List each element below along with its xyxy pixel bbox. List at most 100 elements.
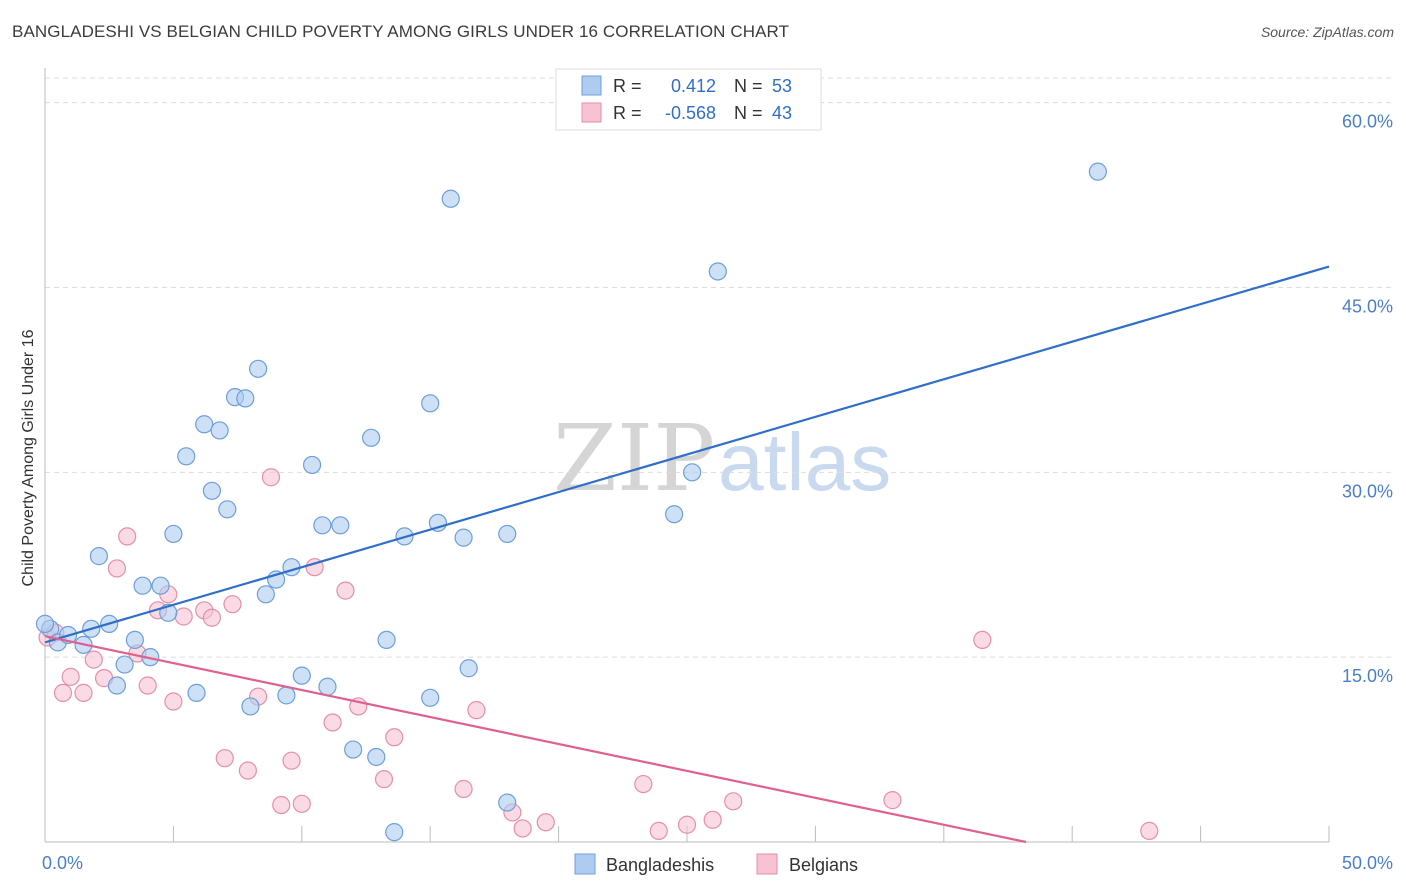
belgians-point-21 <box>261 468 281 487</box>
bangladeshis-point-20 <box>218 500 237 519</box>
bangladeshis-point-37 <box>377 630 396 650</box>
belgians-point-4 <box>74 683 93 702</box>
legend-n-value-2: 43 <box>772 103 792 123</box>
legend-r-value-2: -0.568 <box>665 103 716 123</box>
x-tick-label-min: 0.0% <box>42 853 83 873</box>
bangladeshis-point-49 <box>683 463 702 482</box>
belgians-point-41 <box>883 791 902 810</box>
bangladeshis-point-40 <box>421 394 440 413</box>
legend-swatch-belgians <box>581 102 602 123</box>
belgians-point-37 <box>649 821 668 841</box>
source-credit: Source: ZipAtlas.com <box>1260 24 1394 40</box>
bangladeshis-point-18 <box>202 481 222 500</box>
legend-n-label-1: N = <box>734 76 763 96</box>
belgians-point-18 <box>223 595 242 614</box>
belgians-point-10 <box>138 676 157 695</box>
y-axis-label: Child Poverty Among Girls Under 16 <box>20 329 37 586</box>
belgians-point-43 <box>1140 821 1159 841</box>
belgians-point-14 <box>174 607 193 626</box>
series-belgians <box>38 468 1159 841</box>
belgians-point-26 <box>323 713 342 732</box>
series-bangladeshis <box>35 162 1107 842</box>
bangladeshis-point-14 <box>164 524 183 544</box>
belgians-point-16 <box>202 608 222 627</box>
watermark: ZIP atlas <box>553 405 891 512</box>
bangladeshis-point-19 <box>210 421 229 440</box>
belgians-point-36 <box>634 774 653 794</box>
grid-lines <box>45 77 1393 658</box>
bangladeshis-point-32 <box>318 677 337 696</box>
watermark-atlas: atlas <box>718 417 891 508</box>
legend-r-label-1: R = <box>613 76 642 96</box>
bangladeshis-point-46 <box>498 524 517 544</box>
x-ticks <box>44 826 1330 842</box>
chart-title: BANGLADESHI VS BELGIAN CHILD POVERTY AMO… <box>12 22 790 41</box>
trend-line-bangladeshis <box>44 265 1330 644</box>
belgians-point-22 <box>272 795 291 815</box>
bangladeshis-point-50 <box>708 262 727 281</box>
belgians-point-24 <box>292 794 311 813</box>
belgians-point-34 <box>513 819 532 838</box>
y-tick-label-1: 30.0% <box>1342 481 1393 501</box>
trend-lines <box>44 265 1330 844</box>
belgians-point-29 <box>374 770 394 789</box>
series-legend-label-belgians: Belgians <box>789 855 858 875</box>
bangladeshis-point-28 <box>282 558 301 577</box>
bangladeshis-point-25 <box>256 585 275 604</box>
bangladeshis-point-22 <box>236 389 255 408</box>
bangladeshis-point-10 <box>133 576 152 595</box>
bangladeshis-point-48 <box>665 505 684 524</box>
legend-n-value-1: 53 <box>772 76 792 96</box>
stats-legend: R = 0.412 N = 53 R = -0.568 N = 43 <box>555 68 822 131</box>
bangladeshis-point-5 <box>89 547 109 566</box>
bangladeshis-point-33 <box>331 516 350 535</box>
bangladeshis-point-15 <box>177 447 196 466</box>
belgians-point-19 <box>238 761 257 780</box>
bangladeshis-point-24 <box>249 359 268 378</box>
bangladeshis-point-8 <box>115 655 134 674</box>
belgians-point-3 <box>61 667 80 686</box>
watermark-zip: ZIP <box>553 405 715 512</box>
belgians-point-42 <box>973 630 992 650</box>
bangladeshis-point-7 <box>107 676 127 695</box>
belgians-point-39 <box>703 810 722 829</box>
bangladeshis-point-45 <box>459 659 478 678</box>
belgians-point-8 <box>118 527 137 546</box>
belgians-point-2 <box>53 683 73 702</box>
bangladeshis-point-34 <box>344 740 363 759</box>
bangladeshis-point-47 <box>498 793 517 812</box>
series-legend: Bangladeshis Belgians <box>574 853 858 875</box>
bangladeshis-point-29 <box>292 666 311 685</box>
y-tick-label-0: 15.0% <box>1342 666 1393 686</box>
bangladeshis-point-30 <box>302 455 322 475</box>
bangladeshis-point-41 <box>421 688 440 707</box>
bangladeshis-point-44 <box>454 528 473 547</box>
bangladeshis-point-52 <box>35 614 55 633</box>
series-legend-swatch-belgians <box>756 853 778 875</box>
bangladeshis-point-51 <box>1088 162 1107 181</box>
series-legend-swatch-bangladeshis <box>574 853 596 875</box>
bangladeshis-point-43 <box>441 189 460 208</box>
belgians-point-27 <box>336 581 355 600</box>
bangladeshis-point-17 <box>195 415 214 434</box>
bangladeshis-point-35 <box>362 428 381 447</box>
y-tick-labels: 15.0% 30.0% 45.0% 60.0% <box>1342 112 1393 687</box>
belgians-point-7 <box>107 559 127 578</box>
bangladeshis-point-27 <box>277 686 296 705</box>
legend-r-label-2: R = <box>613 103 642 123</box>
trend-line-belgians <box>44 635 1027 844</box>
belgians-point-35 <box>536 813 555 832</box>
belgians-point-5 <box>84 650 103 669</box>
bangladeshis-point-16 <box>187 683 206 702</box>
belgians-point-23 <box>282 751 301 770</box>
series-legend-label-bangladeshis: Bangladeshis <box>606 855 714 875</box>
bangladeshis-point-36 <box>367 747 386 767</box>
legend-swatch-bangladeshis <box>581 75 602 96</box>
y-tick-label-2: 45.0% <box>1342 296 1393 316</box>
x-tick-label-max: 50.0% <box>1342 853 1393 873</box>
belgians-point-17 <box>215 749 234 768</box>
belgians-point-31 <box>454 779 473 799</box>
legend-r-value-1: 0.412 <box>671 76 716 96</box>
bangladeshis-point-38 <box>385 823 404 842</box>
